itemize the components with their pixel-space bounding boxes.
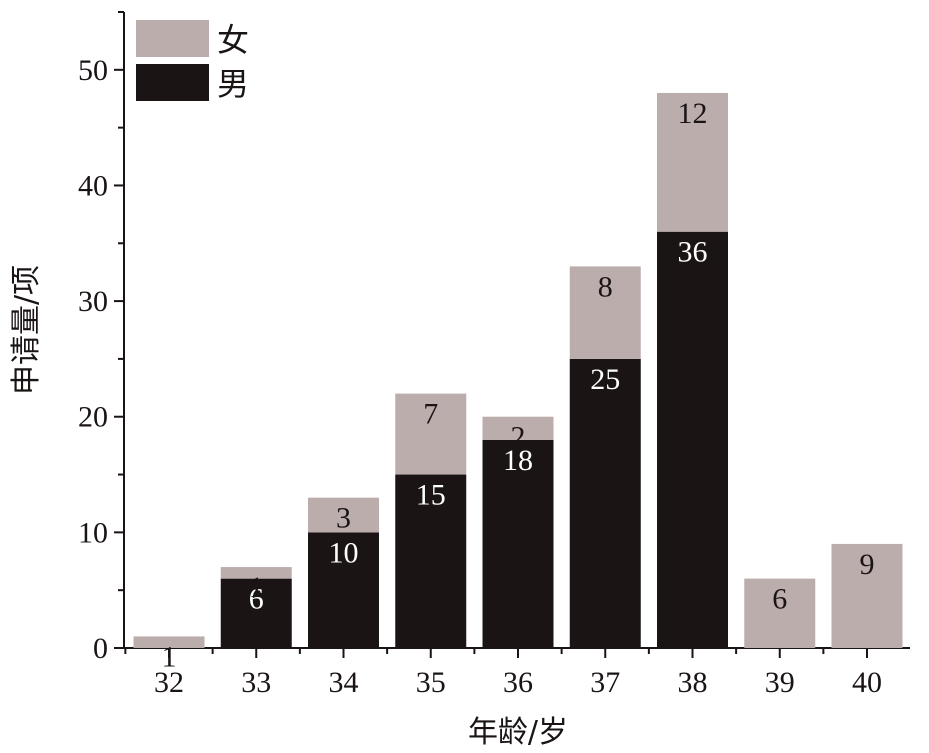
legend: 女男 [136,20,249,103]
data-label: 7 [423,398,438,431]
data-label: 3 [336,502,351,535]
x-tick-label: 40 [852,666,882,699]
y-tick-label: 30 [78,285,108,318]
y-tick-label: 0 [93,632,108,665]
bar-女-37 [569,266,641,359]
y-tick-label: 50 [78,54,108,87]
x-tick-label: 37 [590,666,620,699]
legend-swatch-男 [136,64,209,101]
data-label: 9 [860,548,875,581]
legend-label-女: 女 [217,21,249,59]
data-label: 1 [249,571,264,604]
data-label: 15 [416,479,446,512]
data-label: 36 [678,236,708,269]
bar-女-38 [657,92,728,232]
bar-男-37 [569,358,641,648]
bar-男-33 [220,578,292,648]
x-tick-label: 39 [765,666,795,699]
data-label: 10 [329,536,359,569]
x-tick-label: 38 [678,666,708,699]
bar-女-35 [395,393,467,475]
bar-男-34 [308,532,379,648]
data-label: 8 [598,270,613,303]
data-label: 1 [162,640,177,673]
legend-label-男: 男 [217,65,249,103]
x-axis-title: 年龄/岁 [468,715,568,750]
data-label: 6 [772,583,787,616]
y-tick-label: 40 [78,169,108,202]
x-tick-label: 33 [241,666,271,699]
x-tick-label: 34 [329,666,359,699]
data-label: 2 [511,421,526,454]
bar-女-40 [831,543,903,648]
bar-女-39 [744,578,816,648]
y-tick-label: 20 [78,401,108,434]
x-tick-label: 36 [503,666,533,699]
bar-女-34 [308,497,379,533]
data-label: 12 [678,97,708,130]
bar-女-32 [133,636,205,648]
bar-男-36 [482,439,554,648]
legend-swatch-女 [136,20,209,57]
bar-男-38 [657,231,728,648]
bar-男-35 [395,474,467,648]
y-tick-label: 10 [78,516,108,549]
x-tick-label: 35 [416,666,446,699]
bar-女-33 [220,567,292,579]
y-axis-title: 申请量/项 [9,265,44,395]
data-label: 18 [503,444,533,477]
data-label: 6 [249,583,264,616]
x-tick-label: 32 [154,666,184,699]
data-label: 25 [590,363,620,396]
bar-女-36 [482,416,554,440]
